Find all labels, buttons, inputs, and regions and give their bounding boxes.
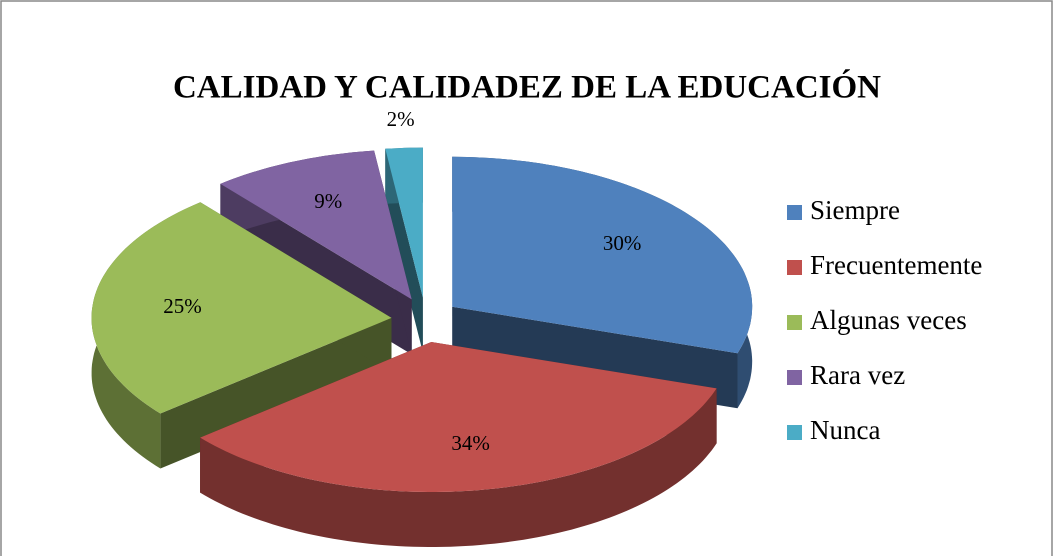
legend-label: Nunca <box>810 415 880 445</box>
legend-swatch <box>787 425 802 440</box>
data-label: 9% <box>314 189 342 213</box>
legend-swatch <box>787 315 802 330</box>
data-label: 25% <box>163 294 202 318</box>
legend-label: Rara vez <box>810 360 905 390</box>
slice <box>200 342 717 492</box>
slice <box>220 150 412 300</box>
legend-label: Algunas veces <box>810 305 967 335</box>
legend-swatch <box>787 205 802 220</box>
data-label: 30% <box>603 231 642 255</box>
legend-swatch <box>787 260 802 275</box>
data-label: 34% <box>451 431 490 455</box>
slice <box>452 156 753 354</box>
slice <box>91 202 392 414</box>
slice <box>385 147 423 298</box>
legend-label: Frecuentemente <box>810 250 982 280</box>
legend-swatch <box>787 370 802 385</box>
slice-side <box>200 388 717 547</box>
chart-title: CALIDAD Y CALIDADEZ DE LA EDUCACIÓN <box>173 68 881 106</box>
data-label: 2% <box>387 107 415 131</box>
legend-label: Siempre <box>810 195 900 225</box>
